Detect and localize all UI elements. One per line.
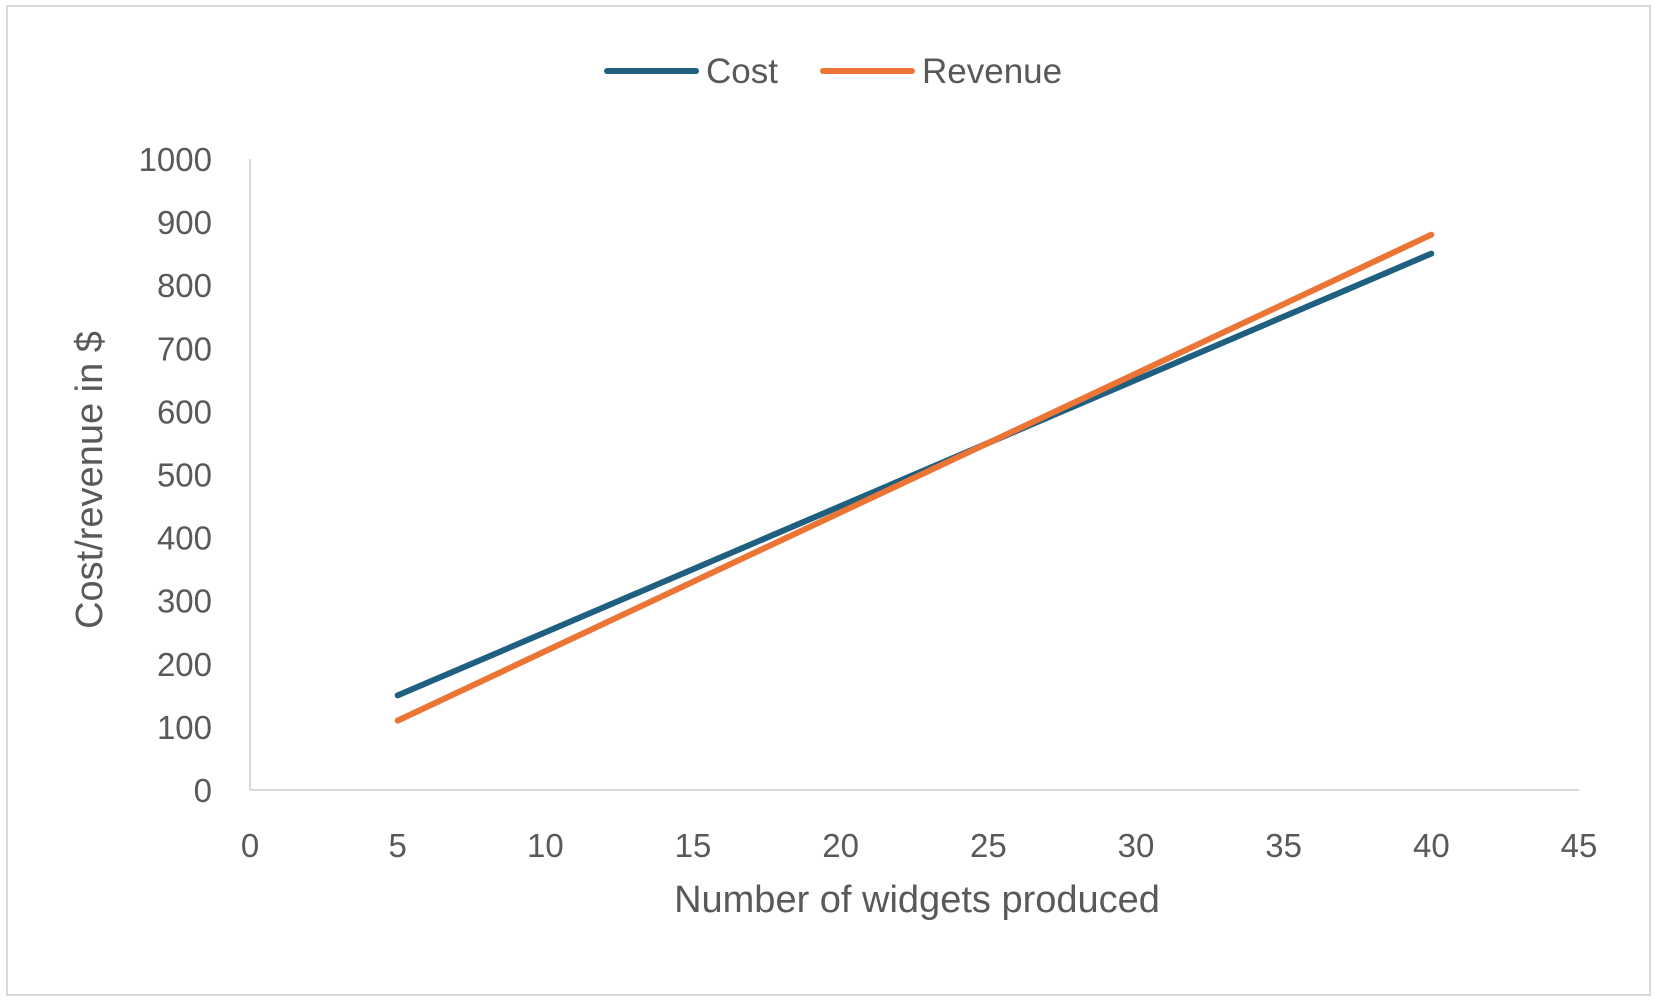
legend-item-cost: Cost — [604, 52, 778, 91]
x-tick-label: 20 — [822, 827, 859, 864]
y-tick-label: 0 — [194, 772, 212, 809]
y-tick-label: 300 — [157, 583, 212, 620]
x-tick-label: 10 — [527, 827, 564, 864]
series-line-revenue — [394, 231, 1435, 724]
y-tick-label: 200 — [157, 646, 212, 683]
x-tick-label: 35 — [1265, 827, 1302, 864]
y-axis-title: Cost/revenue in $ — [69, 331, 111, 629]
legend-item-revenue: Revenue — [820, 52, 1062, 91]
y-tick-label: 900 — [157, 204, 212, 241]
y-tick-label: 400 — [157, 520, 212, 557]
x-tick-label: 25 — [970, 827, 1007, 864]
y-tick-labels: 0 100 200 300 400 500 600 700 800 900 1000 — [139, 141, 212, 809]
x-tick-label: 30 — [1118, 827, 1155, 864]
x-tick-labels: 0 5 10 15 20 25 30 35 40 45 — [241, 827, 1598, 864]
x-tick-label: 45 — [1561, 827, 1598, 864]
y-tick-label: 700 — [157, 330, 212, 367]
x-tick-label: 0 — [241, 827, 259, 864]
axes — [249, 159, 1579, 791]
y-tick-label: 1000 — [139, 141, 212, 178]
legend-label-revenue: Revenue — [922, 52, 1062, 91]
legend: Cost Revenue — [604, 52, 1062, 91]
y-tick-label: 100 — [157, 709, 212, 746]
legend-label-cost: Cost — [706, 52, 778, 91]
chart-frame — [6, 5, 1651, 996]
y-tick-label: 800 — [157, 267, 212, 304]
x-axis-title: Number of widgets produced — [674, 879, 1160, 921]
x-tick-label: 15 — [675, 827, 712, 864]
series-layer — [394, 231, 1435, 724]
y-tick-label: 600 — [157, 393, 212, 430]
y-tick-label: 500 — [157, 457, 212, 494]
x-tick-label: 40 — [1413, 827, 1450, 864]
x-tick-label: 5 — [388, 827, 406, 864]
